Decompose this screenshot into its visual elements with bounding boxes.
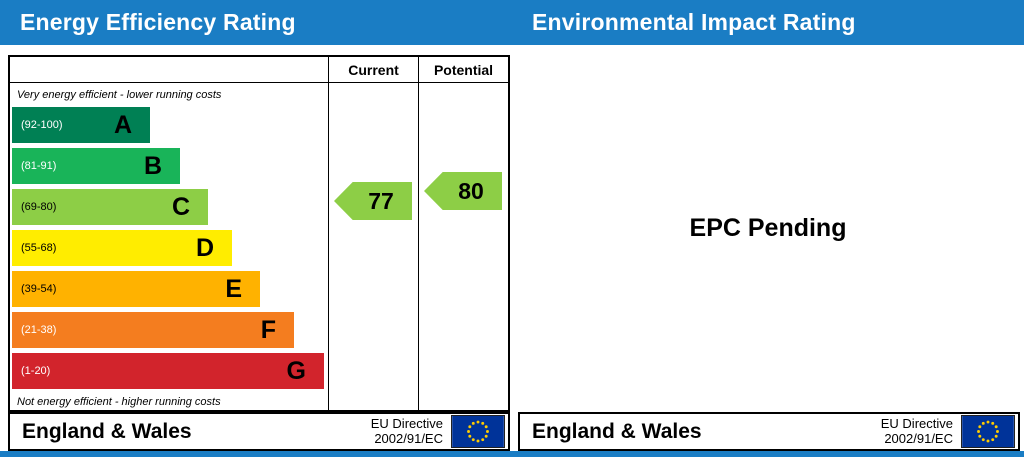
chart-body: Very energy efficient - lower running co… <box>10 83 508 410</box>
current-column-header: Current <box>328 57 418 82</box>
energy-efficiency-chart: Current Potential Very energy efficient … <box>8 55 510 412</box>
band-b: (81-91) B <box>12 148 180 184</box>
band-letter: C <box>171 192 190 221</box>
epc-pending-text: EPC Pending <box>689 214 847 242</box>
epc-pending-area: EPC Pending <box>512 45 1024 412</box>
energy-rating-title: Energy Efficiency Rating <box>20 9 296 35</box>
current-column: 77 <box>328 83 418 410</box>
region-label: England & Wales <box>22 419 192 443</box>
band-letter: E <box>225 274 242 303</box>
band-range: (21-38) <box>21 324 57 336</box>
eu-directive-text: EU Directive 2002/91/EC <box>880 415 953 446</box>
band-c: (69-80) C <box>12 189 208 225</box>
bottom-bar <box>0 451 1024 457</box>
eu-flag-icon <box>451 415 505 448</box>
band-range: (69-80) <box>21 201 57 213</box>
current-rating-arrow: 77 <box>334 182 412 220</box>
charts-area: Current Potential Very energy efficient … <box>0 45 1024 451</box>
potential-rating-arrow: 80 <box>424 172 502 210</box>
band-g: (1-20) G <box>12 353 324 389</box>
band-letter: F <box>260 315 276 344</box>
environmental-footer: England & Wales EU Directive 2002/91/EC <box>518 412 1020 451</box>
band-letter: B <box>143 151 162 180</box>
top-note: Very energy efficient - lower running co… <box>17 89 222 101</box>
potential-column: 80 <box>418 83 508 410</box>
band-range: (39-54) <box>21 283 57 295</box>
energy-footer: England & Wales EU Directive 2002/91/EC <box>8 412 510 451</box>
band-range: (81-91) <box>21 160 57 172</box>
band-range: (1-20) <box>21 365 51 377</box>
band-letter: A <box>113 110 132 139</box>
band-e: (39-54) E <box>12 271 260 307</box>
bands-area: Very energy efficient - lower running co… <box>10 83 328 410</box>
eu-flag-icon <box>961 415 1015 448</box>
environmental-rating-title: Environmental Impact Rating <box>532 9 856 35</box>
band-letter: G <box>286 356 306 385</box>
potential-rating-value: 80 <box>458 177 484 204</box>
energy-efficiency-panel: Current Potential Very energy efficient … <box>0 45 512 451</box>
bottom-note: Not energy efficient - higher running co… <box>17 396 221 408</box>
eu-directive-text: EU Directive 2002/91/EC <box>370 415 443 446</box>
band-letter: D <box>195 233 214 262</box>
band-range: (92-100) <box>21 119 63 131</box>
bands-column-header <box>10 57 328 82</box>
band-d: (55-68) D <box>12 230 232 266</box>
band-f: (21-38) F <box>12 312 294 348</box>
band-range: (55-68) <box>21 242 57 254</box>
potential-column-header: Potential <box>418 57 508 82</box>
region-label: England & Wales <box>532 419 702 443</box>
current-rating-value: 77 <box>368 187 394 214</box>
header-bar: Energy Efficiency Rating Environmental I… <box>0 0 1024 45</box>
environmental-impact-panel: EPC Pending England & Wales EU Directive… <box>512 45 1024 451</box>
band-a: (92-100) A <box>12 107 150 143</box>
chart-header-row: Current Potential <box>10 57 508 83</box>
